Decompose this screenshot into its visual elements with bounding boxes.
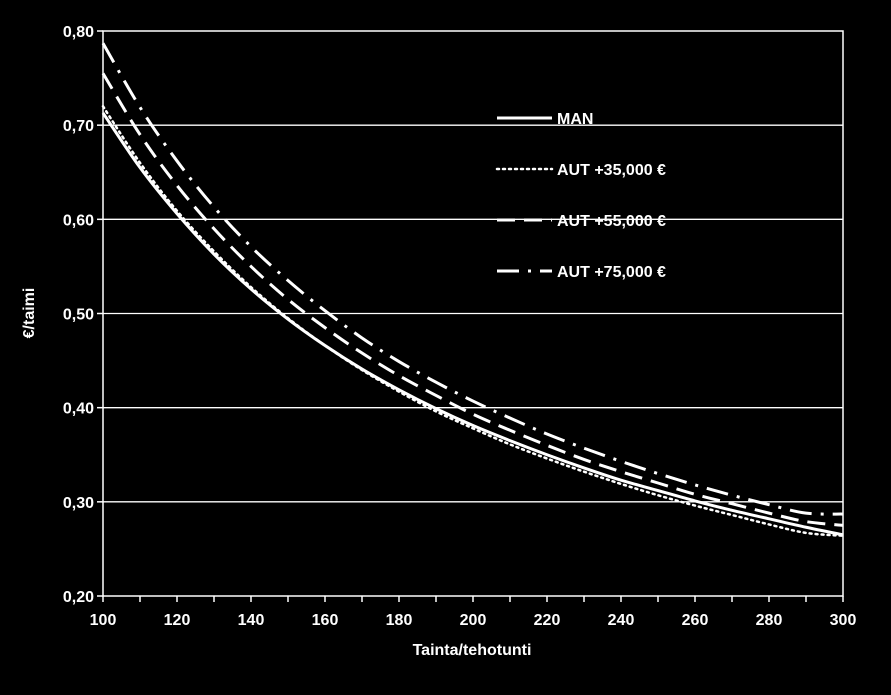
legend-label-3: AUT +55,000 € bbox=[557, 213, 666, 230]
legend: MAN AUT +35,000 € AUT +55,000 € AUT +75,000… bbox=[495, 111, 666, 281]
x-tick-label: 220 bbox=[534, 612, 561, 629]
y-tick-label: 0,20 bbox=[63, 589, 94, 606]
series-line-2 bbox=[101, 105, 845, 537]
y-tick-label: 0,50 bbox=[63, 307, 94, 324]
series-line-1 bbox=[101, 112, 844, 537]
x-tick-label: 200 bbox=[460, 612, 487, 629]
legend-label-1: MAN bbox=[557, 111, 593, 128]
y-tick-label: 0,60 bbox=[63, 212, 94, 229]
x-tick-label: 240 bbox=[608, 612, 635, 629]
x-axis-title: Tainta/tehotunti bbox=[413, 642, 532, 659]
x-tick-label: 280 bbox=[756, 612, 783, 629]
y-tick-label: 0,80 bbox=[63, 24, 94, 41]
series-line-3 bbox=[101, 72, 844, 527]
x-tick-label: 140 bbox=[238, 612, 265, 629]
x-tick-label: 300 bbox=[830, 612, 857, 629]
y-tick-label: 0,30 bbox=[63, 495, 94, 512]
legend-label-4: AUT +75,000 € bbox=[557, 264, 666, 281]
y-tick-label: 0,70 bbox=[63, 118, 94, 135]
y-axis-title: €/taimi bbox=[21, 288, 38, 339]
axes: 0,20 0,30 0,40 0,50 0,60 0,70 0,80 100 120 140 160… bbox=[63, 24, 857, 629]
x-tick-label: 260 bbox=[682, 612, 709, 629]
series-lines bbox=[101, 42, 845, 537]
x-tick-label: 180 bbox=[386, 612, 413, 629]
series-line-4 bbox=[101, 42, 844, 516]
x-tick-label: 160 bbox=[312, 612, 339, 629]
legend-label-2: AUT +35,000 € bbox=[557, 162, 666, 179]
x-tick-label: 100 bbox=[90, 612, 117, 629]
y-tick-label: 0,40 bbox=[63, 401, 94, 418]
x-tick-label: 120 bbox=[164, 612, 191, 629]
